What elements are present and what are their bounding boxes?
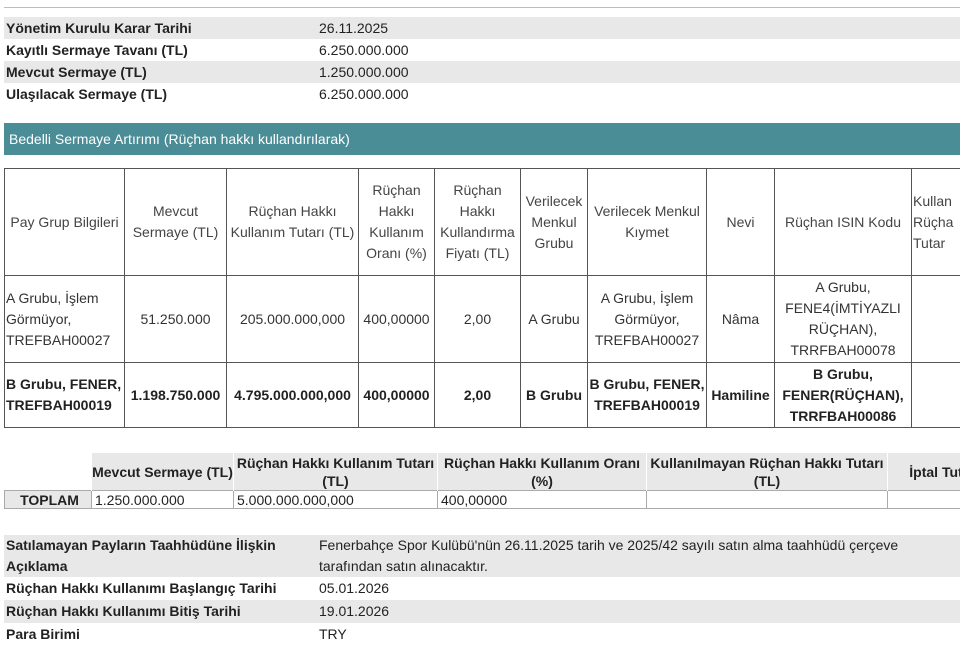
totals-cell: 1.250.000.000: [91, 490, 234, 509]
column-header: Verilecek Menkul Kıymet: [587, 168, 707, 276]
table-cell: [911, 362, 960, 428]
info-row: Para Birimi TRY: [4, 623, 960, 646]
totals-row: TOPLAM 1.250.000.000 5.000.000.000,000 4…: [4, 490, 960, 509]
totals-cell: 5.000.000.000,000: [233, 490, 438, 509]
table-cell: Hamiline: [706, 362, 775, 428]
info-value: Fenerbahçe Spor Kulübü'nün 26.11.2025 ta…: [317, 535, 960, 577]
info-label: Ulaşılacak Sermaye (TL): [6, 86, 168, 102]
info-value: 26.11.2025: [317, 17, 960, 39]
info-label: Rüçhan Hakkı Kullanımı Başlangıç Tarihi: [6, 580, 277, 596]
table-cell: 2,00: [434, 362, 521, 428]
column-header: Pay Grup Bilgileri: [4, 168, 125, 276]
table-cell: 400,00000: [358, 275, 435, 363]
info-row: Rüçhan Hakkı Kullanımı Bitiş Tarihi 19.0…: [4, 600, 960, 623]
info-value: 1.250.000.000: [317, 61, 960, 83]
column-header: Rüçhan Hakkı Kullandırma Fiyatı (TL): [434, 168, 521, 276]
column-header: Verilecek Menkul Grubu: [520, 168, 588, 276]
table-cell: A Grubu: [520, 275, 588, 363]
table-cell: A Grubu, FENE4(İMTİYAZLI RÜÇHAN), TRRFBA…: [774, 275, 912, 363]
table-cell: B Grubu, FENER(RÜÇHAN), TRRFBAH00086: [774, 362, 912, 428]
column-header: [4, 453, 92, 491]
table-cell: B Grubu: [520, 362, 588, 428]
info-label: Mevcut Sermaye (TL): [4, 61, 317, 83]
table-cell: B Grubu, FENER, TREFBAH00019: [587, 362, 707, 428]
info-value: TRY: [319, 626, 347, 642]
table-cell: 205.000.000,000: [226, 275, 359, 363]
totals-cell: [887, 490, 960, 509]
top-divider: [4, 7, 960, 8]
info-row: Ulaşılacak Sermaye (TL) 6.250.000.000: [4, 83, 960, 105]
table-cell: A Grubu, İşlem Görmüyor, TREFBAH00027: [587, 275, 707, 363]
info-label: Yönetim Kurulu Karar Tarihi: [4, 17, 317, 39]
table-cell: B Grubu, FENER, TREFBAH00019: [4, 362, 125, 428]
table-row: A Grubu, İşlem Görmüyor, TREFBAH00027 51…: [4, 275, 960, 363]
column-header: Rüçhan Hakkı Kullanım Oranı (%): [437, 453, 647, 491]
table-header-row: Pay Grup Bilgileri Mevcut Sermaye (TL) R…: [4, 168, 960, 276]
table-row: B Grubu, FENER, TREFBAH00019 1.198.750.0…: [4, 362, 960, 428]
column-header: Kullanılmayan Rüçhan Hakkı Tutarı (TL): [646, 453, 888, 491]
section-title: Bedelli Sermaye Artırımı (Rüçhan hakkı k…: [4, 123, 960, 155]
info-label: Satılamayan Payların Taahhüdüne İlişkin …: [4, 535, 317, 577]
totals-header-row: Mevcut Sermaye (TL) Rüçhan Hakkı Kullanı…: [4, 453, 960, 491]
table-cell: A Grubu, İşlem Görmüyor, TREFBAH00027: [4, 275, 125, 363]
table-cell: 4.795.000.000,000: [226, 362, 359, 428]
info-row: Mevcut Sermaye (TL) 1.250.000.000: [4, 61, 960, 83]
column-header: Rüçhan ISIN Kodu: [774, 168, 912, 276]
column-header: Rüçhan Hakkı Kullanım Oranı (%): [358, 168, 435, 276]
rights-details-table: Satılamayan Payların Taahhüdüne İlişkin …: [4, 535, 960, 646]
table-cell: Nâma: [706, 275, 775, 363]
table-cell: [911, 275, 960, 363]
totals-table: Mevcut Sermaye (TL) Rüçhan Hakkı Kullanı…: [4, 453, 960, 509]
info-row: Yönetim Kurulu Karar Tarihi 26.11.2025: [4, 17, 960, 39]
info-value: 05.01.2026: [319, 580, 390, 596]
table-cell: 400,00000: [358, 362, 435, 428]
info-value: 6.250.000.000: [319, 42, 409, 58]
column-header: Rüçhan Hakkı Kullanım Tutarı (TL): [233, 453, 438, 491]
column-header: Mevcut Sermaye (TL): [91, 453, 234, 491]
info-row: Kayıtlı Sermaye Tavanı (TL) 6.250.000.00…: [4, 39, 960, 61]
info-label: Rüçhan Hakkı Kullanımı Bitiş Tarihi: [4, 600, 317, 623]
rights-issue-table: Pay Grup Bilgileri Mevcut Sermaye (TL) R…: [4, 168, 960, 428]
info-label: Kayıtlı Sermaye Tavanı (TL): [6, 42, 188, 58]
info-value: 19.01.2026: [317, 600, 960, 623]
table-cell: 2,00: [434, 275, 521, 363]
column-header: Rüçhan Hakkı Kullanım Tutarı (TL): [226, 168, 359, 276]
decision-info-table: Yönetim Kurulu Karar Tarihi 26.11.2025 K…: [4, 17, 960, 105]
totals-cell: 400,00000: [437, 490, 647, 509]
column-header: Nevi: [706, 168, 775, 276]
info-row: Satılamayan Payların Taahhüdüne İlişkin …: [4, 535, 960, 577]
column-header: Kullan Rüçha Tutar: [911, 168, 960, 276]
info-row: Rüçhan Hakkı Kullanımı Başlangıç Tarihi …: [4, 577, 960, 600]
totals-cell: [646, 490, 888, 509]
info-label: Para Birimi: [6, 626, 80, 642]
column-header: Mevcut Sermaye (TL): [124, 168, 227, 276]
info-value: 6.250.000.000: [319, 86, 409, 102]
column-header: İptal Tut: [887, 453, 960, 491]
totals-label: TOPLAM: [4, 490, 92, 509]
table-cell: 51.250.000: [124, 275, 227, 363]
table-cell: 1.198.750.000: [124, 362, 227, 428]
